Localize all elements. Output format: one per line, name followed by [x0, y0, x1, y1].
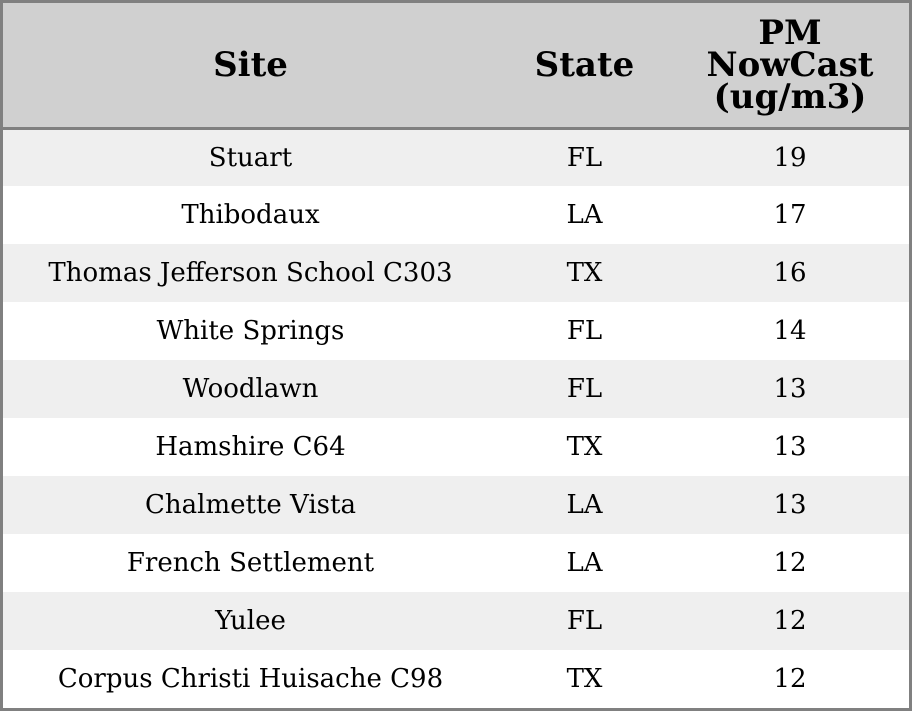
cell-site: French Settlement [126, 548, 375, 578]
table-row: Corpus Christi Huisache C98 TX 12 [3, 650, 909, 708]
cell-pm-nowcast: 13 [773, 490, 807, 520]
cell-site: Hamshire C64 [155, 432, 346, 462]
cell-site: White Springs [156, 316, 345, 346]
table-row: French Settlement LA 12 [3, 534, 909, 592]
cell-pm-nowcast: 13 [773, 432, 807, 462]
table-row: Hamshire C64 TX 13 [3, 418, 909, 476]
cell-pm-nowcast: 19 [773, 142, 807, 173]
column-header-site: Site [3, 3, 498, 130]
table-row: Woodlawn FL 13 [3, 360, 909, 418]
table-row: Thibodaux LA 17 [3, 186, 909, 244]
column-header-pm-nowcast: PM NowCast (ug/m3) [671, 3, 909, 130]
cell-pm-nowcast: 14 [773, 316, 807, 346]
table-body: Stuart FL 19 Thibodaux LA 17 Thomas Jefferson … [3, 128, 909, 708]
cell-site: Thomas Jefferson School C303 [48, 258, 453, 288]
cell-pm-nowcast: 12 [773, 606, 807, 636]
column-header-pm-line-1: PM [758, 12, 822, 53]
column-header-pm-line-2: NowCast [706, 44, 874, 85]
cell-site: Stuart [208, 142, 293, 173]
table-row: Yulee FL 12 [3, 592, 909, 650]
cell-state: LA [566, 548, 603, 578]
table-row: White Springs FL 14 [3, 302, 909, 360]
cell-state: FL [566, 374, 603, 404]
cell-site: Woodlawn [182, 374, 319, 404]
cell-site: Thibodaux [181, 200, 320, 230]
cell-pm-nowcast: 13 [773, 374, 807, 404]
table-header: Site State PM NowCast (ug/m3) [3, 3, 909, 130]
table-row: Thomas Jefferson School C303 TX 16 [3, 244, 909, 302]
cell-state: LA [566, 200, 603, 230]
cell-pm-nowcast: 12 [773, 548, 807, 578]
cell-pm-nowcast: 16 [773, 258, 807, 288]
cell-state: TX [566, 258, 603, 288]
cell-state: FL [566, 606, 603, 636]
cell-site: Chalmette Vista [145, 490, 356, 520]
cell-pm-nowcast: 17 [773, 200, 807, 230]
cell-state: LA [566, 490, 603, 520]
column-header-pm-line-3: (ug/m3) [713, 76, 867, 117]
cell-state: FL [566, 316, 603, 346]
cell-state: FL [566, 142, 603, 173]
cell-site: Corpus Christi Huisache C98 [57, 664, 444, 694]
cell-site: Yulee [215, 606, 286, 636]
cell-state: TX [566, 664, 603, 694]
pm-nowcast-table: Site State PM NowCast (ug/m3) Stuart FL 19… [3, 3, 909, 708]
header-row: Site State PM NowCast (ug/m3) [3, 3, 909, 130]
cell-pm-nowcast: 12 [773, 664, 807, 694]
column-header-state: State [498, 3, 671, 130]
table-row: Chalmette Vista LA 13 [3, 476, 909, 534]
table-row: Stuart FL 19 [3, 128, 909, 186]
cell-state: TX [566, 432, 603, 462]
